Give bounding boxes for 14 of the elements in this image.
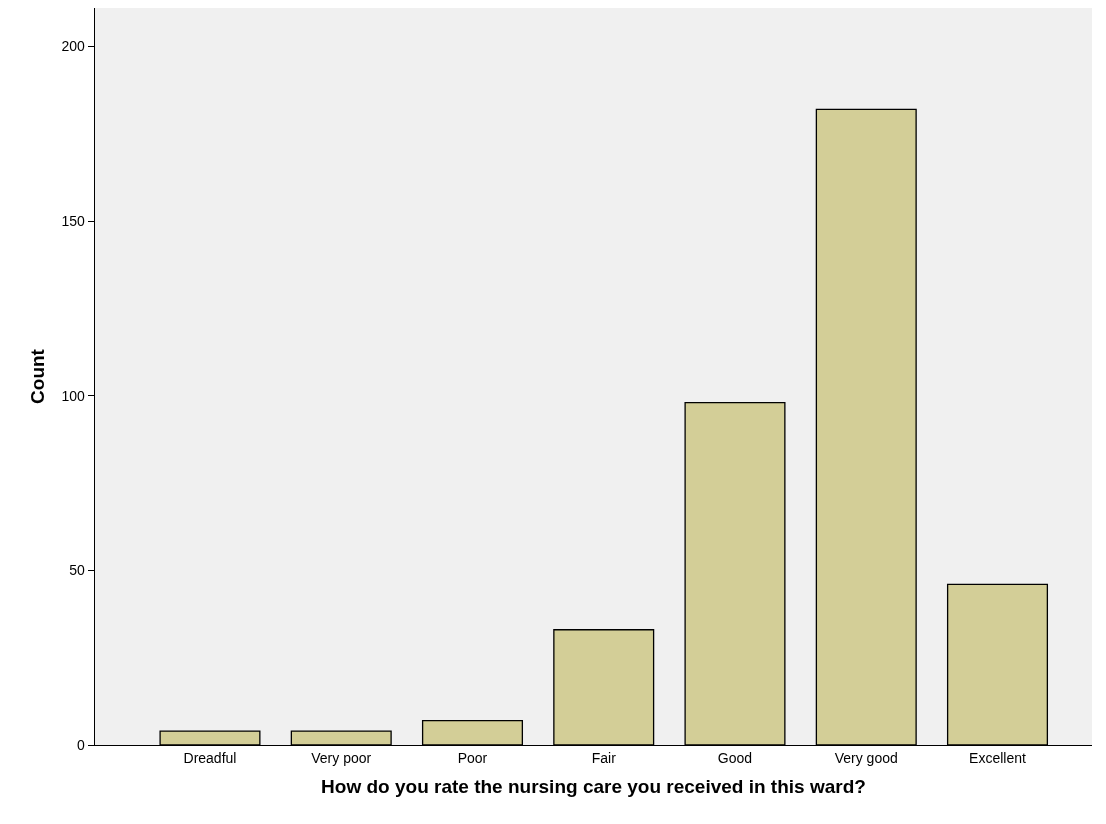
y-tick-label: 150 — [61, 212, 86, 229]
y-tick-label: 0 — [77, 736, 86, 753]
x-tick-label: Good — [717, 750, 753, 767]
x-tick-label: Dreadful — [183, 750, 237, 767]
x-tick-label: Very poor — [311, 750, 372, 767]
x-tick-label: Poor — [457, 750, 488, 767]
y-axis-title: Count — [26, 348, 48, 404]
y-tick-label: 100 — [61, 387, 86, 404]
y-tick-label: 200 — [61, 38, 86, 55]
x-tick-label: Excellent — [969, 750, 1027, 767]
y-tick-label: 50 — [69, 562, 86, 579]
x-axis-title: How do you rate the nursing care you received in this ward? — [321, 775, 866, 797]
x-tick-label: Fair — [591, 750, 617, 767]
x-tick-label: Very good — [834, 750, 898, 767]
